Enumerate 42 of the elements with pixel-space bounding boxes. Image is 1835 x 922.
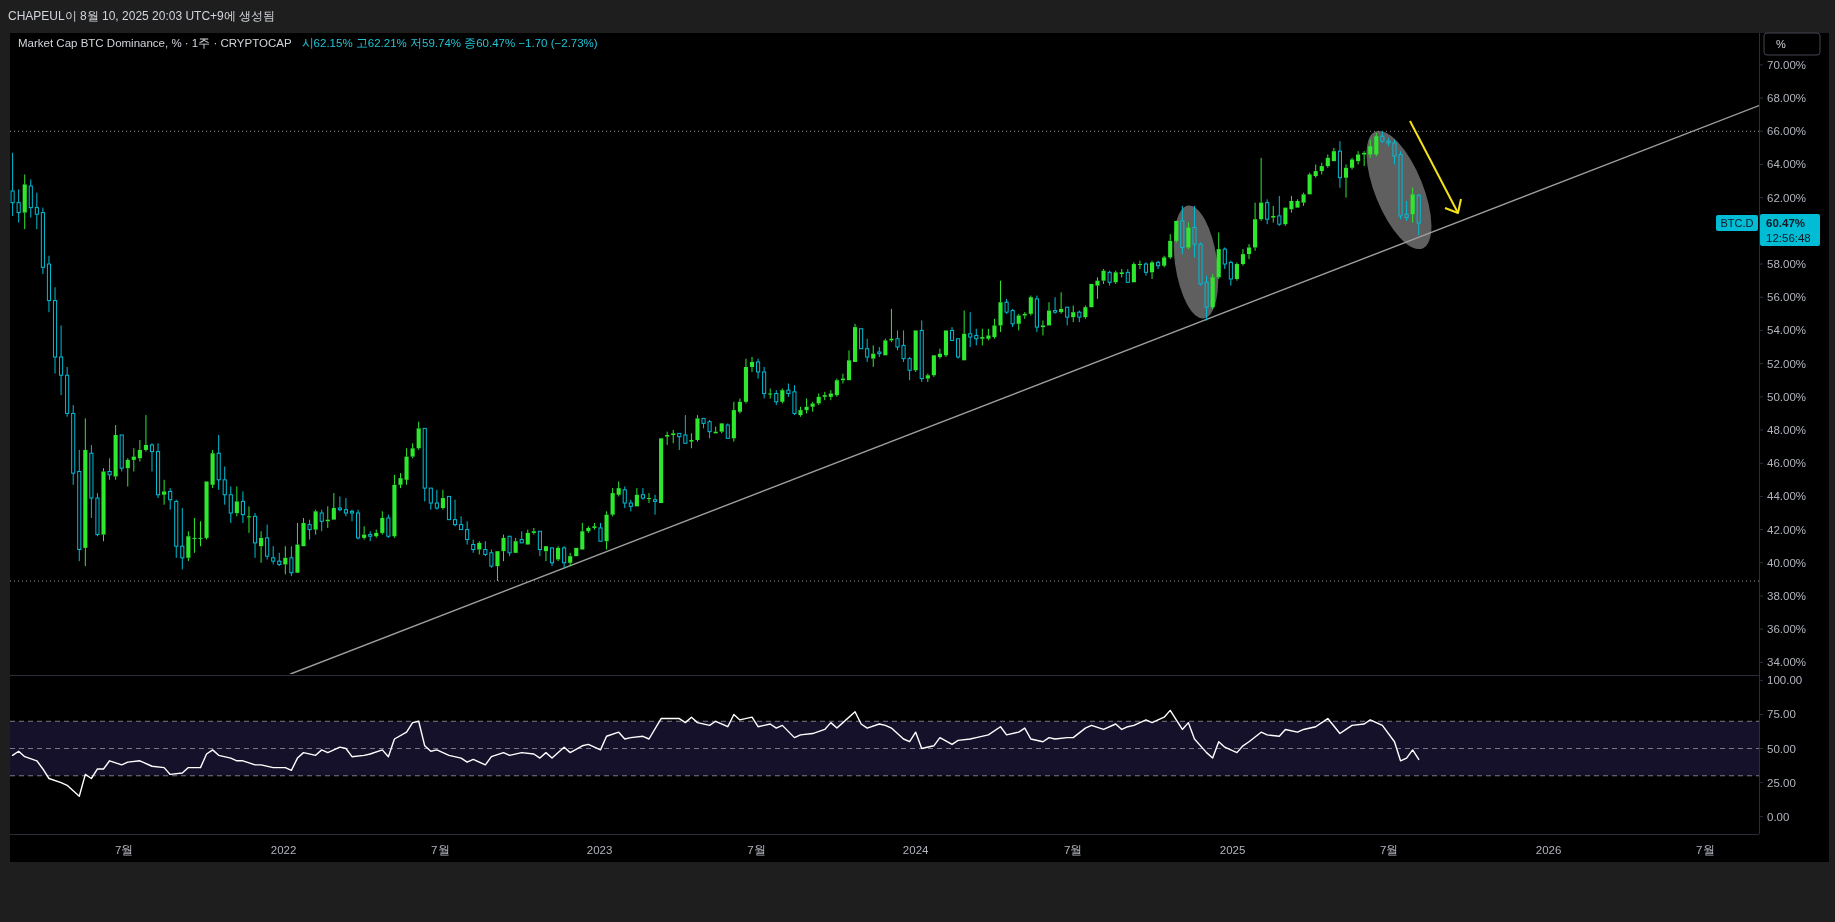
x-tick-label: 7월 (1064, 844, 1083, 856)
y-tick-label: 56.00% (1767, 291, 1807, 304)
text: CHAPEUL이 8월 10, 2025 20:03 UTC+9에 생성됨 (8, 9, 276, 23)
x-tick-label: 2025 (1219, 844, 1246, 856)
y-tick-label: 0.00 (1767, 810, 1790, 823)
text: % (1776, 38, 1786, 50)
x-tick-label: 7월 (747, 844, 766, 856)
x-tick-label: 2022 (270, 844, 297, 856)
x-tick-label: 7월 (1380, 844, 1399, 856)
y-tick-label: 42.00% (1767, 523, 1807, 536)
y-tick-label: 52.00% (1767, 357, 1807, 370)
y-tick-label: 34.00% (1767, 656, 1807, 669)
text: 60.47% (1766, 217, 1806, 230)
x-tick-label: 2023 (586, 844, 613, 856)
chart-subtitle: 시62.15% 고62.21% 저59.74% 종60.47% −1.70 (−2.73%) (301, 37, 598, 49)
y-tick-label: 54.00% (1767, 324, 1807, 337)
annotation: BTC.D (1720, 217, 1754, 230)
y-tick-label: 48.00% (1767, 424, 1807, 437)
y-tick-label: 75.00 (1767, 708, 1796, 721)
y-tick-label: 40.00% (1767, 556, 1807, 569)
y-tick-label: 50.00 (1767, 742, 1796, 755)
y-tick-label: 66.00% (1767, 125, 1807, 138)
y-tick-label: 62.00% (1767, 191, 1807, 204)
y-tick-label: 38.00% (1767, 589, 1807, 602)
y-tick-label: 25.00 (1767, 776, 1796, 789)
y-tick-label: 70.00% (1767, 58, 1807, 71)
x-tick-label: 7월 (431, 844, 450, 856)
x-tick-label: 7월 (115, 844, 134, 856)
x-tick-label: 7월 (1696, 844, 1715, 856)
y-tick-label: 58.00% (1767, 258, 1807, 271)
y-tick-label: 50.00% (1767, 390, 1807, 403)
y-tick-label: 36.00% (1767, 623, 1807, 636)
y-tick-label: 46.00% (1767, 457, 1807, 470)
y-tick-label: 64.00% (1767, 158, 1807, 171)
y-tick-label: 100.00 (1767, 674, 1803, 687)
x-tick-label: 2024 (902, 844, 930, 856)
y-tick-label: 44.00% (1767, 490, 1807, 503)
line-series (11, 709, 1420, 797)
x-tick-label: 2026 (1535, 844, 1562, 856)
y-tick-label: 68.00% (1767, 92, 1807, 105)
chart-title: Market Cap BTC Dominance, % · 1주 · CRYPTOCAP (18, 37, 292, 49)
text: 12:56:48 (1766, 232, 1811, 245)
